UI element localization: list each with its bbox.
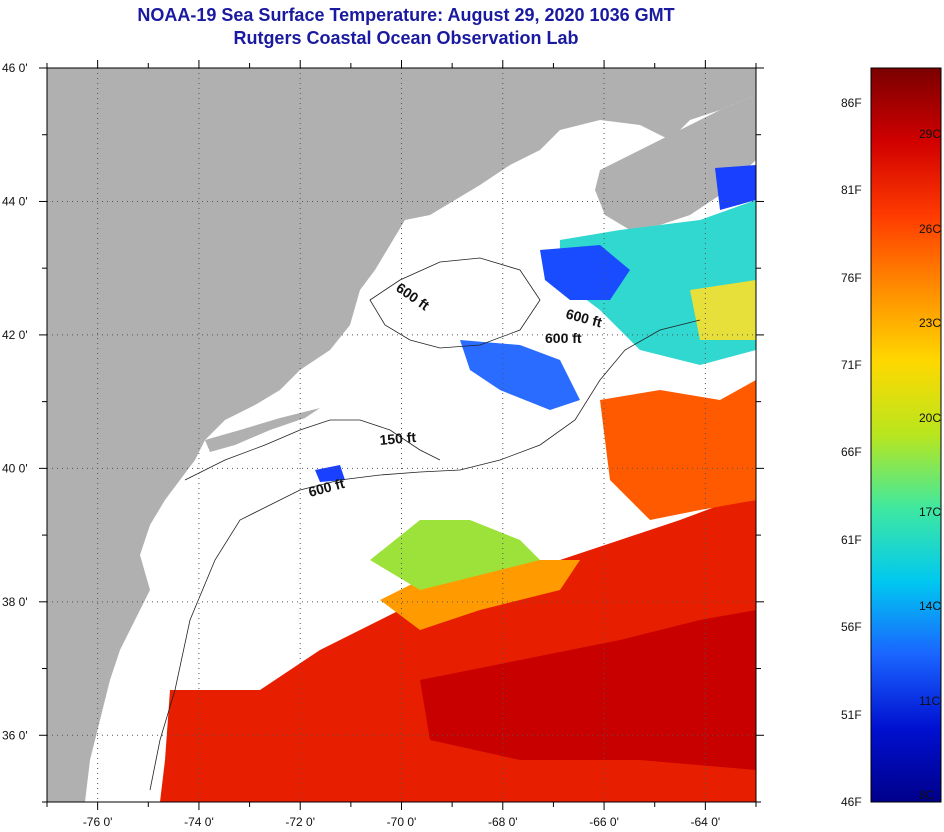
sst-patch-deep-red [420, 610, 756, 770]
longitude-tick-label: -72 0' [285, 815, 315, 829]
latitude-tick-label: 42 0' [2, 328, 28, 342]
colorbar-celsius-label: 29C [919, 127, 942, 142]
sst-patch-warm-east [600, 380, 756, 520]
title-block: NOAA-19 Sea Surface Temperature: August … [0, 4, 812, 50]
land-nova-scotia [595, 95, 756, 230]
map-subtitle: Rutgers Coastal Ocean Observation Lab [233, 28, 579, 48]
colorbar-celsius-label: 26C [919, 221, 942, 236]
latitude-tick-label: 36 0' [2, 728, 28, 742]
latitude-labels: 46 0' 44 0' 42 0' 40 0' 38 0' 36 0' [2, 61, 28, 742]
colorbar-celsius-label: 23C [919, 316, 942, 331]
map-title: NOAA-19 Sea Surface Temperature: August … [137, 5, 675, 25]
land-mainland [47, 68, 756, 802]
sst-patch-blue-ns [540, 245, 630, 300]
colorbar-fahrenheit-label: 86F [841, 95, 862, 110]
colorbar-fahrenheit-label: 51F [841, 707, 862, 722]
sst-patch-blue-georges [460, 340, 580, 410]
colorbar-fahrenheit-label: 61F [841, 532, 862, 547]
sst-patch-green [370, 520, 540, 590]
latitude-tick-label: 40 0' [2, 461, 28, 475]
contour-label: 600 ft [545, 330, 582, 346]
latitude-tick-label: 46 0' [2, 61, 28, 75]
plot-area [47, 68, 756, 802]
longitude-tick-label: -68 0' [488, 815, 518, 829]
colorbar-fahrenheit-label: 81F [841, 183, 862, 198]
colorbar-celsius-label: 20C [919, 410, 942, 425]
longitude-tick-label: -64 0' [691, 815, 721, 829]
colorbar-fahrenheit-label: 66F [841, 445, 862, 460]
contour-gulf-of-maine [369, 257, 541, 349]
colorbar-celsius-label: 17C [919, 504, 942, 519]
colorbar-fahrenheit-label: 56F [841, 620, 862, 635]
sst-patch-blue-small [315, 465, 345, 482]
colorbar-celsius-label: 11C [919, 693, 941, 708]
land-long-island [205, 408, 320, 452]
latitude-tick-label: 38 0' [2, 595, 28, 609]
contour-600ft-shelf [149, 319, 701, 791]
colorbar-celsius-label: 14C [919, 599, 942, 614]
latitude-tick-label: 44 0' [2, 194, 28, 208]
colorbar-fahrenheit-label: 46F [841, 795, 862, 809]
depth-contours [149, 257, 701, 791]
longitude-labels: -76 0' -74 0' -72 0' -70 0' -68 0' -66 0' -64 … [83, 815, 720, 829]
colorbar [870, 67, 942, 803]
longitude-tick-label: -74 0' [184, 815, 214, 829]
contour-150ft-shelf [184, 419, 441, 481]
frame-ticks [39, 60, 764, 810]
contour-label: 150 ft [379, 429, 417, 448]
graticule [47, 68, 756, 802]
longitude-tick-label: -70 0' [387, 815, 417, 829]
colorbar-labels: 86F 81F 76F 71F 66F 61F 56F 51F 46F 29C 26C 23C 20C 1… [841, 68, 942, 809]
longitude-tick-label: -76 0' [83, 815, 113, 829]
sst-data-layer [160, 165, 756, 802]
longitude-tick-label: -66 0' [589, 815, 619, 829]
colorbar-celsius-label: 8C [919, 788, 935, 802]
sst-patch-yellow-east [690, 280, 756, 340]
colorbar-fahrenheit-label: 71F [841, 358, 862, 373]
colorbar-fahrenheit-label: 76F [841, 270, 862, 285]
sst-patch-blue-north [715, 165, 756, 210]
